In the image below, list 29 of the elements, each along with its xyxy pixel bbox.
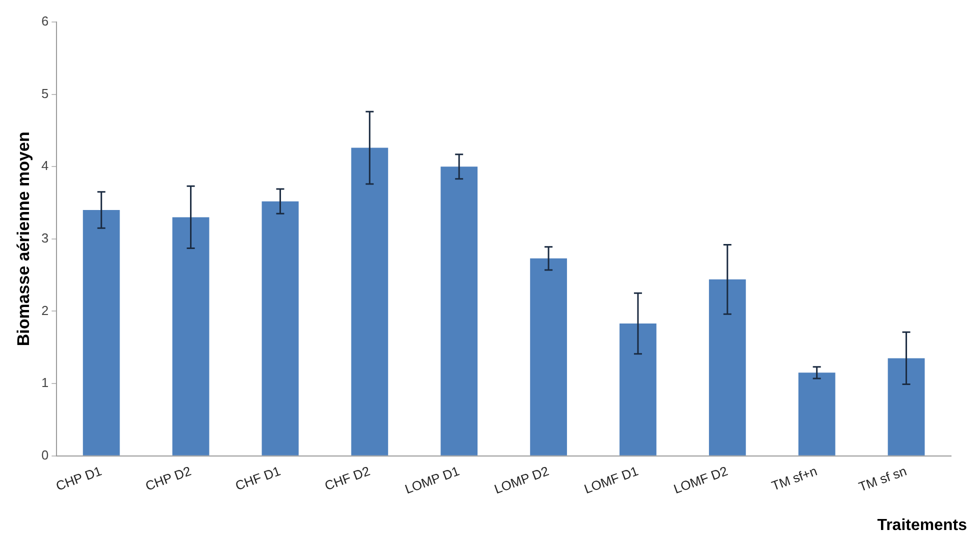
y-tick-label: 3 bbox=[41, 230, 49, 246]
y-tick-label: 0 bbox=[41, 447, 49, 462]
x-tick-label: LOMP D2 bbox=[492, 463, 551, 497]
bar bbox=[708, 279, 746, 456]
bar bbox=[351, 148, 388, 456]
y-tick-label: 2 bbox=[41, 302, 49, 318]
y-tick-label: 5 bbox=[41, 86, 49, 101]
x-tick-label: CHF D1 bbox=[233, 463, 282, 494]
bar bbox=[262, 201, 299, 456]
x-tick-label: LOMF D1 bbox=[582, 463, 640, 497]
bar bbox=[620, 324, 656, 456]
y-tick-label: 6 bbox=[41, 14, 49, 29]
x-axis-title: Traitements bbox=[877, 517, 967, 535]
bar bbox=[530, 258, 567, 456]
y-tick-label: 4 bbox=[41, 158, 49, 174]
x-tick-label: CHP D1 bbox=[54, 463, 104, 494]
x-tick-label: LOMP D1 bbox=[402, 463, 462, 497]
y-axis-title: Biomasse aérienne moyen bbox=[14, 132, 33, 346]
bar bbox=[172, 217, 210, 456]
bar bbox=[888, 358, 925, 456]
x-tick-label: CHP D2 bbox=[143, 463, 194, 494]
bar bbox=[798, 372, 836, 456]
bar bbox=[82, 210, 120, 456]
x-tick-label: CHF D2 bbox=[322, 463, 372, 494]
y-tick-label: 1 bbox=[41, 375, 49, 390]
x-tick-label: TM sf sn bbox=[856, 463, 909, 494]
x-tick-label: TM sf+n bbox=[770, 463, 820, 494]
x-tick-label: LOMF D2 bbox=[672, 463, 730, 497]
bar bbox=[440, 166, 478, 456]
